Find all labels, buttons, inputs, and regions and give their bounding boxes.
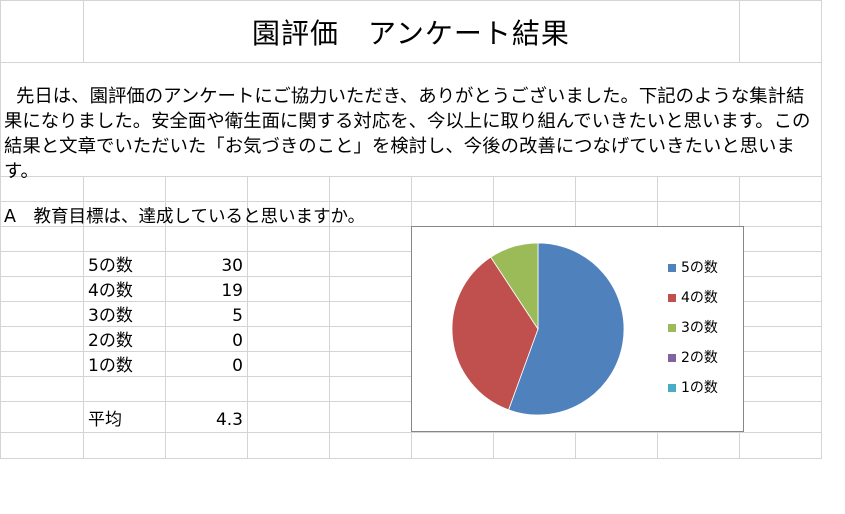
pie-plot [451, 242, 625, 416]
grid-vline [329, 0, 330, 458]
average-label: 平均 [88, 410, 122, 430]
merged-cell [84, 1, 738, 62]
grid-vline [247, 0, 248, 458]
count-label-1: 1の数 [88, 356, 133, 376]
legend-label: 1の数 [681, 380, 718, 396]
pie-slice-3[interactable] [490, 242, 539, 331]
grid-hline [0, 458, 822, 459]
count-label-2: 2の数 [88, 331, 133, 351]
legend-label: 4の数 [681, 290, 718, 306]
intro-paragraph: 先日は、園評価のアンケートにご協力いただき、ありがとうございました。下記のような… [4, 86, 811, 182]
pie-slice-1[interactable] [508, 242, 625, 416]
count-value-2: 0 [232, 331, 243, 351]
count-label-3: 3の数 [88, 306, 133, 326]
count-value-4: 19 [221, 281, 243, 301]
grid-hline [0, 201, 822, 202]
count-label-4: 4の数 [88, 281, 133, 301]
legend-label: 5の数 [681, 260, 718, 276]
grid-hline [0, 0, 822, 1]
page-title: 園評価 アンケート結果 [252, 17, 570, 50]
pie-slice-2[interactable] [451, 256, 539, 411]
count-value-3: 5 [232, 306, 243, 326]
pie-chart[interactable]: 5の数 4の数 3の数 2の数 1の数 [411, 226, 744, 432]
legend-swatch [668, 324, 676, 332]
legend-swatch [668, 264, 676, 272]
grid-vline [0, 0, 1, 458]
legend-swatch [668, 354, 676, 362]
average-value: 4.3 [215, 410, 243, 430]
legend-swatch [668, 384, 676, 392]
grid-vline [83, 0, 84, 458]
question-a: A 教育目標は、達成していると思いますか。 [4, 207, 366, 227]
legend-label: 3の数 [681, 320, 718, 336]
legend-label: 2の数 [681, 350, 718, 366]
count-value-5: 30 [221, 256, 243, 276]
grid-hline [0, 176, 822, 177]
merged-cell [1, 63, 821, 176]
grid-vline [165, 0, 166, 458]
grid-hline [0, 62, 822, 63]
legend-swatch [668, 294, 676, 302]
count-value-1: 0 [232, 356, 243, 376]
grid-vline [821, 0, 822, 458]
count-label-5: 5の数 [88, 256, 133, 276]
grid-hline [0, 432, 822, 433]
